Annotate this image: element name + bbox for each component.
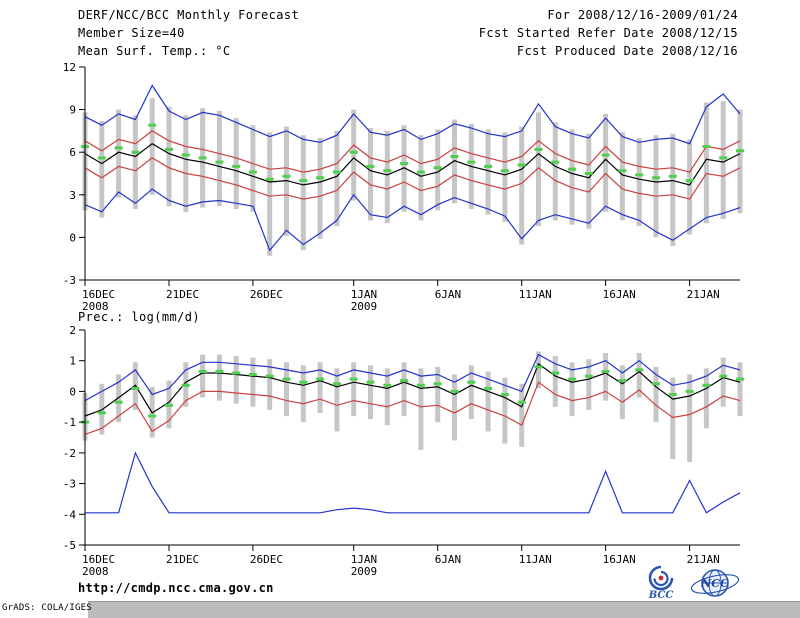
svg-text:2009: 2009 — [351, 300, 378, 310]
svg-text:-3: -3 — [63, 478, 76, 491]
svg-text:21JAN: 21JAN — [687, 553, 720, 566]
horizontal-scrollbar-track[interactable] — [88, 601, 800, 618]
svg-text:6JAN: 6JAN — [435, 553, 462, 566]
forecast-range-label: For 2008/12/16-2009/01/24 — [547, 8, 738, 22]
svg-text:0: 0 — [69, 385, 76, 398]
svg-text:16DEC: 16DEC — [82, 288, 115, 301]
svg-text:-5: -5 — [63, 539, 76, 552]
svg-text:26DEC: 26DEC — [250, 288, 283, 301]
svg-text:9: 9 — [69, 104, 76, 117]
svg-text:-2: -2 — [63, 447, 76, 460]
refer-date-label: Fcst Started Refer Date 2008/12/15 — [478, 26, 738, 40]
svg-text:11JAN: 11JAN — [519, 288, 552, 301]
svg-text:21DEC: 21DEC — [166, 553, 199, 566]
svg-text:12: 12 — [63, 61, 76, 74]
svg-text:6JAN: 6JAN — [435, 288, 462, 301]
svg-text:6: 6 — [69, 146, 76, 159]
svg-text:1JAN: 1JAN — [351, 553, 378, 566]
page-title: DERF/NCC/BCC Monthly Forecast — [78, 8, 300, 22]
ncc-logo-icon: NCC — [690, 569, 740, 597]
member-size-label: Member Size=40 — [78, 26, 185, 40]
bcc-logo-label: BCC — [648, 590, 674, 601]
svg-text:2008: 2008 — [82, 300, 109, 310]
svg-text:2: 2 — [69, 324, 76, 337]
svg-text:-1: -1 — [63, 416, 76, 429]
svg-text:16DEC: 16DEC — [82, 553, 115, 566]
svg-text:3: 3 — [69, 189, 76, 202]
svg-text:1: 1 — [69, 355, 76, 368]
svg-text:0: 0 — [69, 231, 76, 244]
temperature-chart-title: Mean Surf. Temp.: °C — [78, 44, 231, 58]
grads-credit: GrADS: COLA/IGES — [2, 603, 92, 613]
svg-text:-3: -3 — [63, 274, 76, 287]
source-url: http://cmdp.ncc.cma.gov.cn — [78, 581, 274, 595]
svg-text:21JAN: 21JAN — [687, 288, 720, 301]
svg-text:11JAN: 11JAN — [519, 553, 552, 566]
svg-text:2008: 2008 — [82, 565, 109, 576]
ncc-logo-label: NCC — [700, 577, 729, 590]
svg-text:2009: 2009 — [351, 565, 378, 576]
svg-text:16JAN: 16JAN — [603, 553, 636, 566]
svg-text:16JAN: 16JAN — [603, 288, 636, 301]
bcc-logo-icon: BCC — [648, 565, 674, 601]
svg-text:26DEC: 26DEC — [250, 553, 283, 566]
svg-text:-4: -4 — [63, 508, 77, 521]
produced-date-label: Fcst Produced Date 2008/12/16 — [516, 44, 738, 58]
precipitation-chart-title: Prec.: log(mm/d) — [78, 310, 200, 324]
svg-text:21DEC: 21DEC — [166, 288, 199, 301]
svg-text:1JAN: 1JAN — [351, 288, 378, 301]
